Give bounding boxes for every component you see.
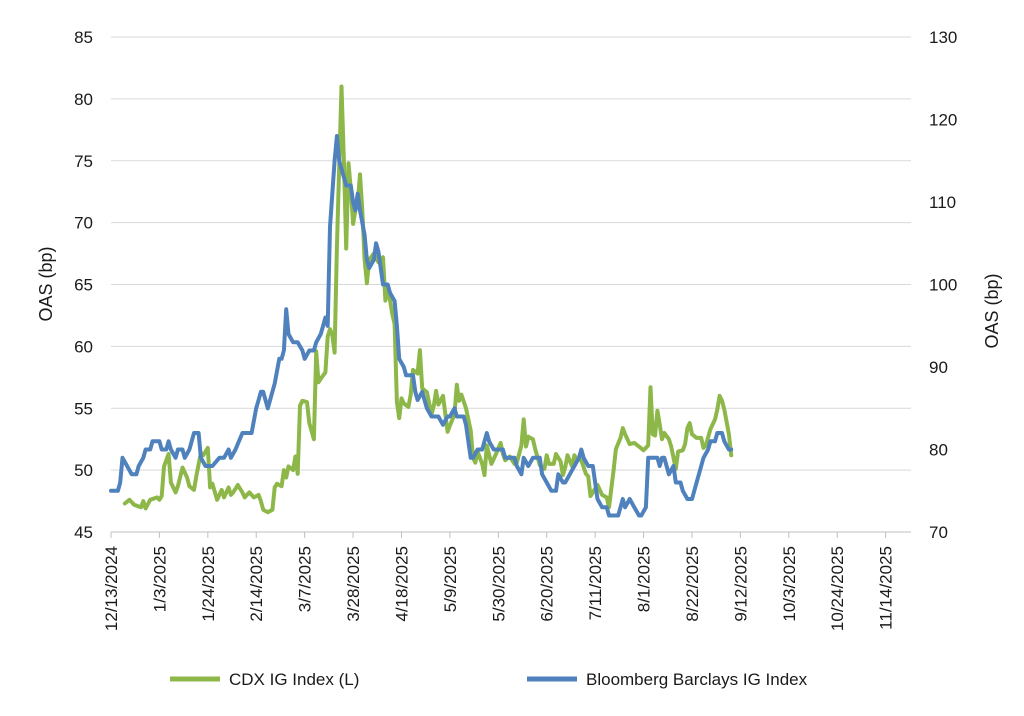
left-tick-label: 50	[74, 461, 93, 480]
right-tick-label: 120	[929, 111, 957, 130]
x-tick-label: 6/20/2025	[538, 546, 557, 622]
series-line-bloomberg-ig	[109, 134, 734, 518]
x-tick-label: 5/9/2025	[441, 546, 460, 612]
x-tick-label: 10/3/2025	[780, 546, 799, 622]
right-tick-label: 90	[929, 358, 948, 377]
x-tick-label: 11/14/2025	[877, 546, 896, 630]
left-tick-label: 60	[74, 337, 93, 356]
left-tick-label: 85	[74, 28, 93, 47]
x-tick-label: 7/11/2025	[586, 546, 605, 620]
x-tick-label: 5/30/2025	[489, 546, 508, 622]
x-tick-label: 4/18/2025	[392, 546, 411, 622]
x-tick-label: 12/13/2024	[102, 546, 121, 631]
left-tick-label: 55	[74, 399, 93, 418]
x-axis: 12/13/2024 1/3/2025 1/24/2025 2/14/2025 3/7/…	[102, 531, 911, 631]
legend-label-bloomberg: Bloomberg Barclays IG Index	[586, 670, 808, 689]
x-tick-label: 3/28/2025	[344, 546, 363, 622]
x-tick-label: 2/14/2025	[247, 546, 266, 622]
series-lines	[109, 84, 734, 518]
left-tick-label: 45	[74, 523, 93, 542]
left-tick-label: 70	[74, 214, 93, 233]
left-tick-label: 75	[74, 152, 93, 171]
right-tick-label: 80	[929, 441, 948, 460]
left-tick-label: 65	[74, 276, 93, 295]
x-tick-label: 1/24/2025	[199, 546, 218, 622]
legend-label-cdx: CDX IG Index (L)	[229, 670, 359, 689]
right-tick-label: 100	[929, 276, 957, 295]
x-tick-label: 3/7/2025	[296, 546, 315, 612]
right-axis-title: OAS (bp)	[982, 273, 1002, 348]
right-tick-label: 110	[929, 193, 956, 212]
x-tick-label: 10/24/2025	[828, 546, 847, 631]
gridlines	[111, 36, 911, 471]
right-tick-label: 70	[929, 523, 948, 542]
series-line-cdx-ig	[122, 84, 734, 515]
left-tick-label: 80	[74, 90, 93, 109]
x-tick-label: 9/12/2025	[731, 546, 750, 622]
x-tick-label: 8/22/2025	[683, 546, 702, 622]
x-tick-label: 1/3/2025	[150, 546, 169, 612]
left-axis-title: OAS (bp)	[36, 246, 56, 321]
right-tick-label: 130	[929, 28, 957, 47]
left-y-axis: 45 50 55 60 65 70 75 80 85	[74, 28, 93, 542]
x-tick-label: 8/1/2025	[635, 546, 654, 612]
right-y-axis: 70 80 90 100 110 120 130	[929, 28, 957, 542]
legend: CDX IG Index (L) Bloomberg Barclays IG I…	[170, 670, 808, 689]
